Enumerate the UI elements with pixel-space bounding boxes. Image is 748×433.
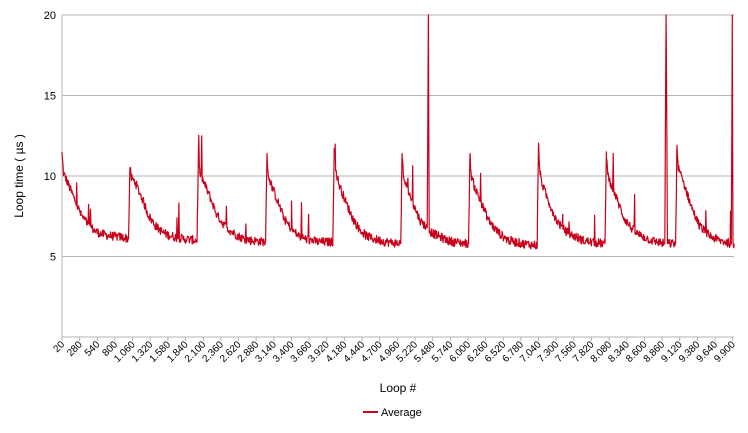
x-tick-label: 540	[83, 339, 103, 359]
y-tick-label: 5	[50, 252, 56, 264]
y-tick-label: 20	[44, 10, 56, 22]
y-tick-labels: 5 10 15 20	[44, 10, 56, 264]
x-tick-label: 9.900	[712, 339, 738, 365]
x-tick-label: 280	[65, 339, 85, 359]
y-axis-title: Loop time ( µs )	[12, 134, 26, 218]
series-layer	[61, 14, 735, 250]
grid-lines	[62, 14, 734, 257]
legend-label-average: Average	[381, 407, 422, 419]
series-line-average	[61, 14, 735, 250]
legend: Average	[363, 407, 422, 419]
y-tick-label: 10	[44, 171, 56, 183]
axes	[61, 15, 734, 338]
x-axis-title: Loop #	[380, 381, 417, 395]
x-tick-label: 20	[51, 339, 67, 355]
y-tick-label: 15	[44, 91, 56, 103]
x-tick-labels: 202805408001.0601.3201.5801.8402.1002.36…	[51, 337, 738, 365]
